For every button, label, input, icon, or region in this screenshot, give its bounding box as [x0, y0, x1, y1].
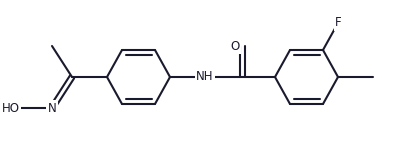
Text: HO: HO — [2, 101, 20, 115]
Text: N: N — [47, 101, 56, 115]
Text: NH: NH — [196, 71, 214, 83]
Text: F: F — [335, 16, 341, 30]
Text: O: O — [231, 39, 240, 53]
